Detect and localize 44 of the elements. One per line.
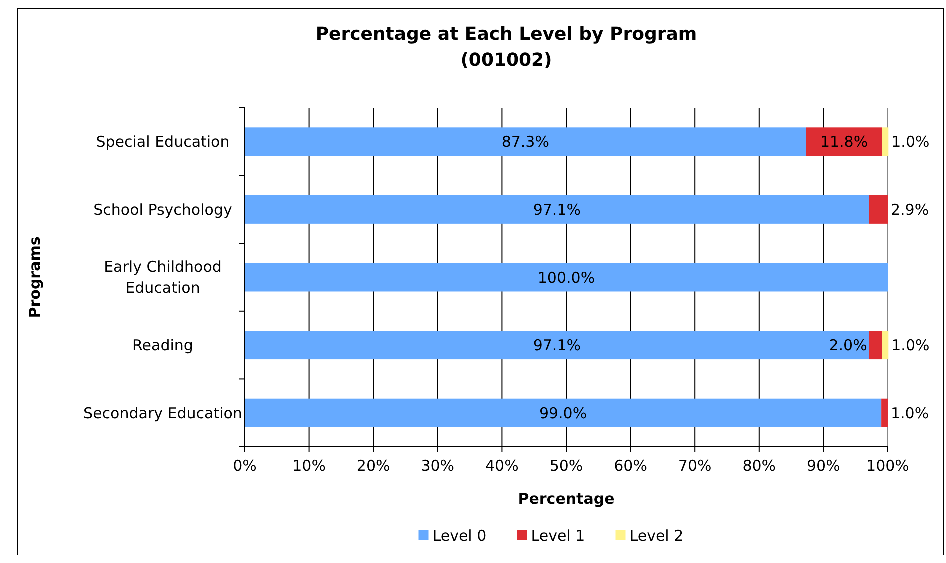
x-axis-title: Percentage [518, 490, 615, 508]
x-tick-label: 100% [866, 457, 910, 475]
data-label: 100.0% [538, 268, 596, 287]
y-tick-label: Reading [132, 336, 194, 355]
x-tick-label: 0% [233, 457, 257, 475]
legend-label: Level 2 [630, 527, 684, 545]
x-tick-label: 90% [807, 457, 840, 475]
legend-label: Level 0 [432, 527, 487, 545]
x-tick-label: 30% [421, 457, 455, 475]
y-tick-label: School Psychology [94, 200, 232, 219]
bar [806, 128, 882, 156]
x-tick-label: 80% [742, 457, 776, 475]
data-label: 97.1% [533, 336, 582, 355]
bar [882, 128, 889, 156]
y-tick-label: Special Education [96, 133, 230, 152]
y-axis-title: Programs [26, 236, 44, 318]
data-label: 1.0% [892, 336, 930, 355]
bar [245, 331, 870, 360]
y-tick-label: Early Childhood Education [104, 258, 222, 297]
x-tick-label: 10% [292, 457, 326, 475]
x-tick-label: 70% [678, 457, 712, 475]
x-tick-label: 40% [486, 457, 519, 475]
y-tick-label: Secondary Education [84, 404, 242, 422]
bar [245, 195, 870, 224]
bar [882, 331, 889, 360]
bar [869, 195, 888, 224]
x-tick-label: 50% [550, 457, 584, 475]
data-label: 87.3% [502, 133, 550, 152]
bar [245, 398, 882, 428]
chart-title: Percentage at Each Level by Program (001002) [316, 24, 698, 71]
x-tick-label: 20% [356, 457, 390, 475]
data-label: 11.8% [820, 133, 868, 152]
data-label: 2.9% [891, 200, 930, 219]
bar [882, 398, 888, 428]
bar [245, 263, 888, 292]
legend-label: Level 1 [531, 527, 586, 545]
data-label: 2.0% [829, 336, 868, 355]
data-label: 1.0% [891, 404, 930, 422]
data-label: 99.0% [539, 404, 588, 422]
bar [245, 128, 806, 156]
bar [869, 331, 882, 360]
x-tick-label: 60% [614, 457, 648, 475]
data-label: 97.1% [533, 200, 582, 219]
data-label: 1.0% [892, 133, 930, 152]
